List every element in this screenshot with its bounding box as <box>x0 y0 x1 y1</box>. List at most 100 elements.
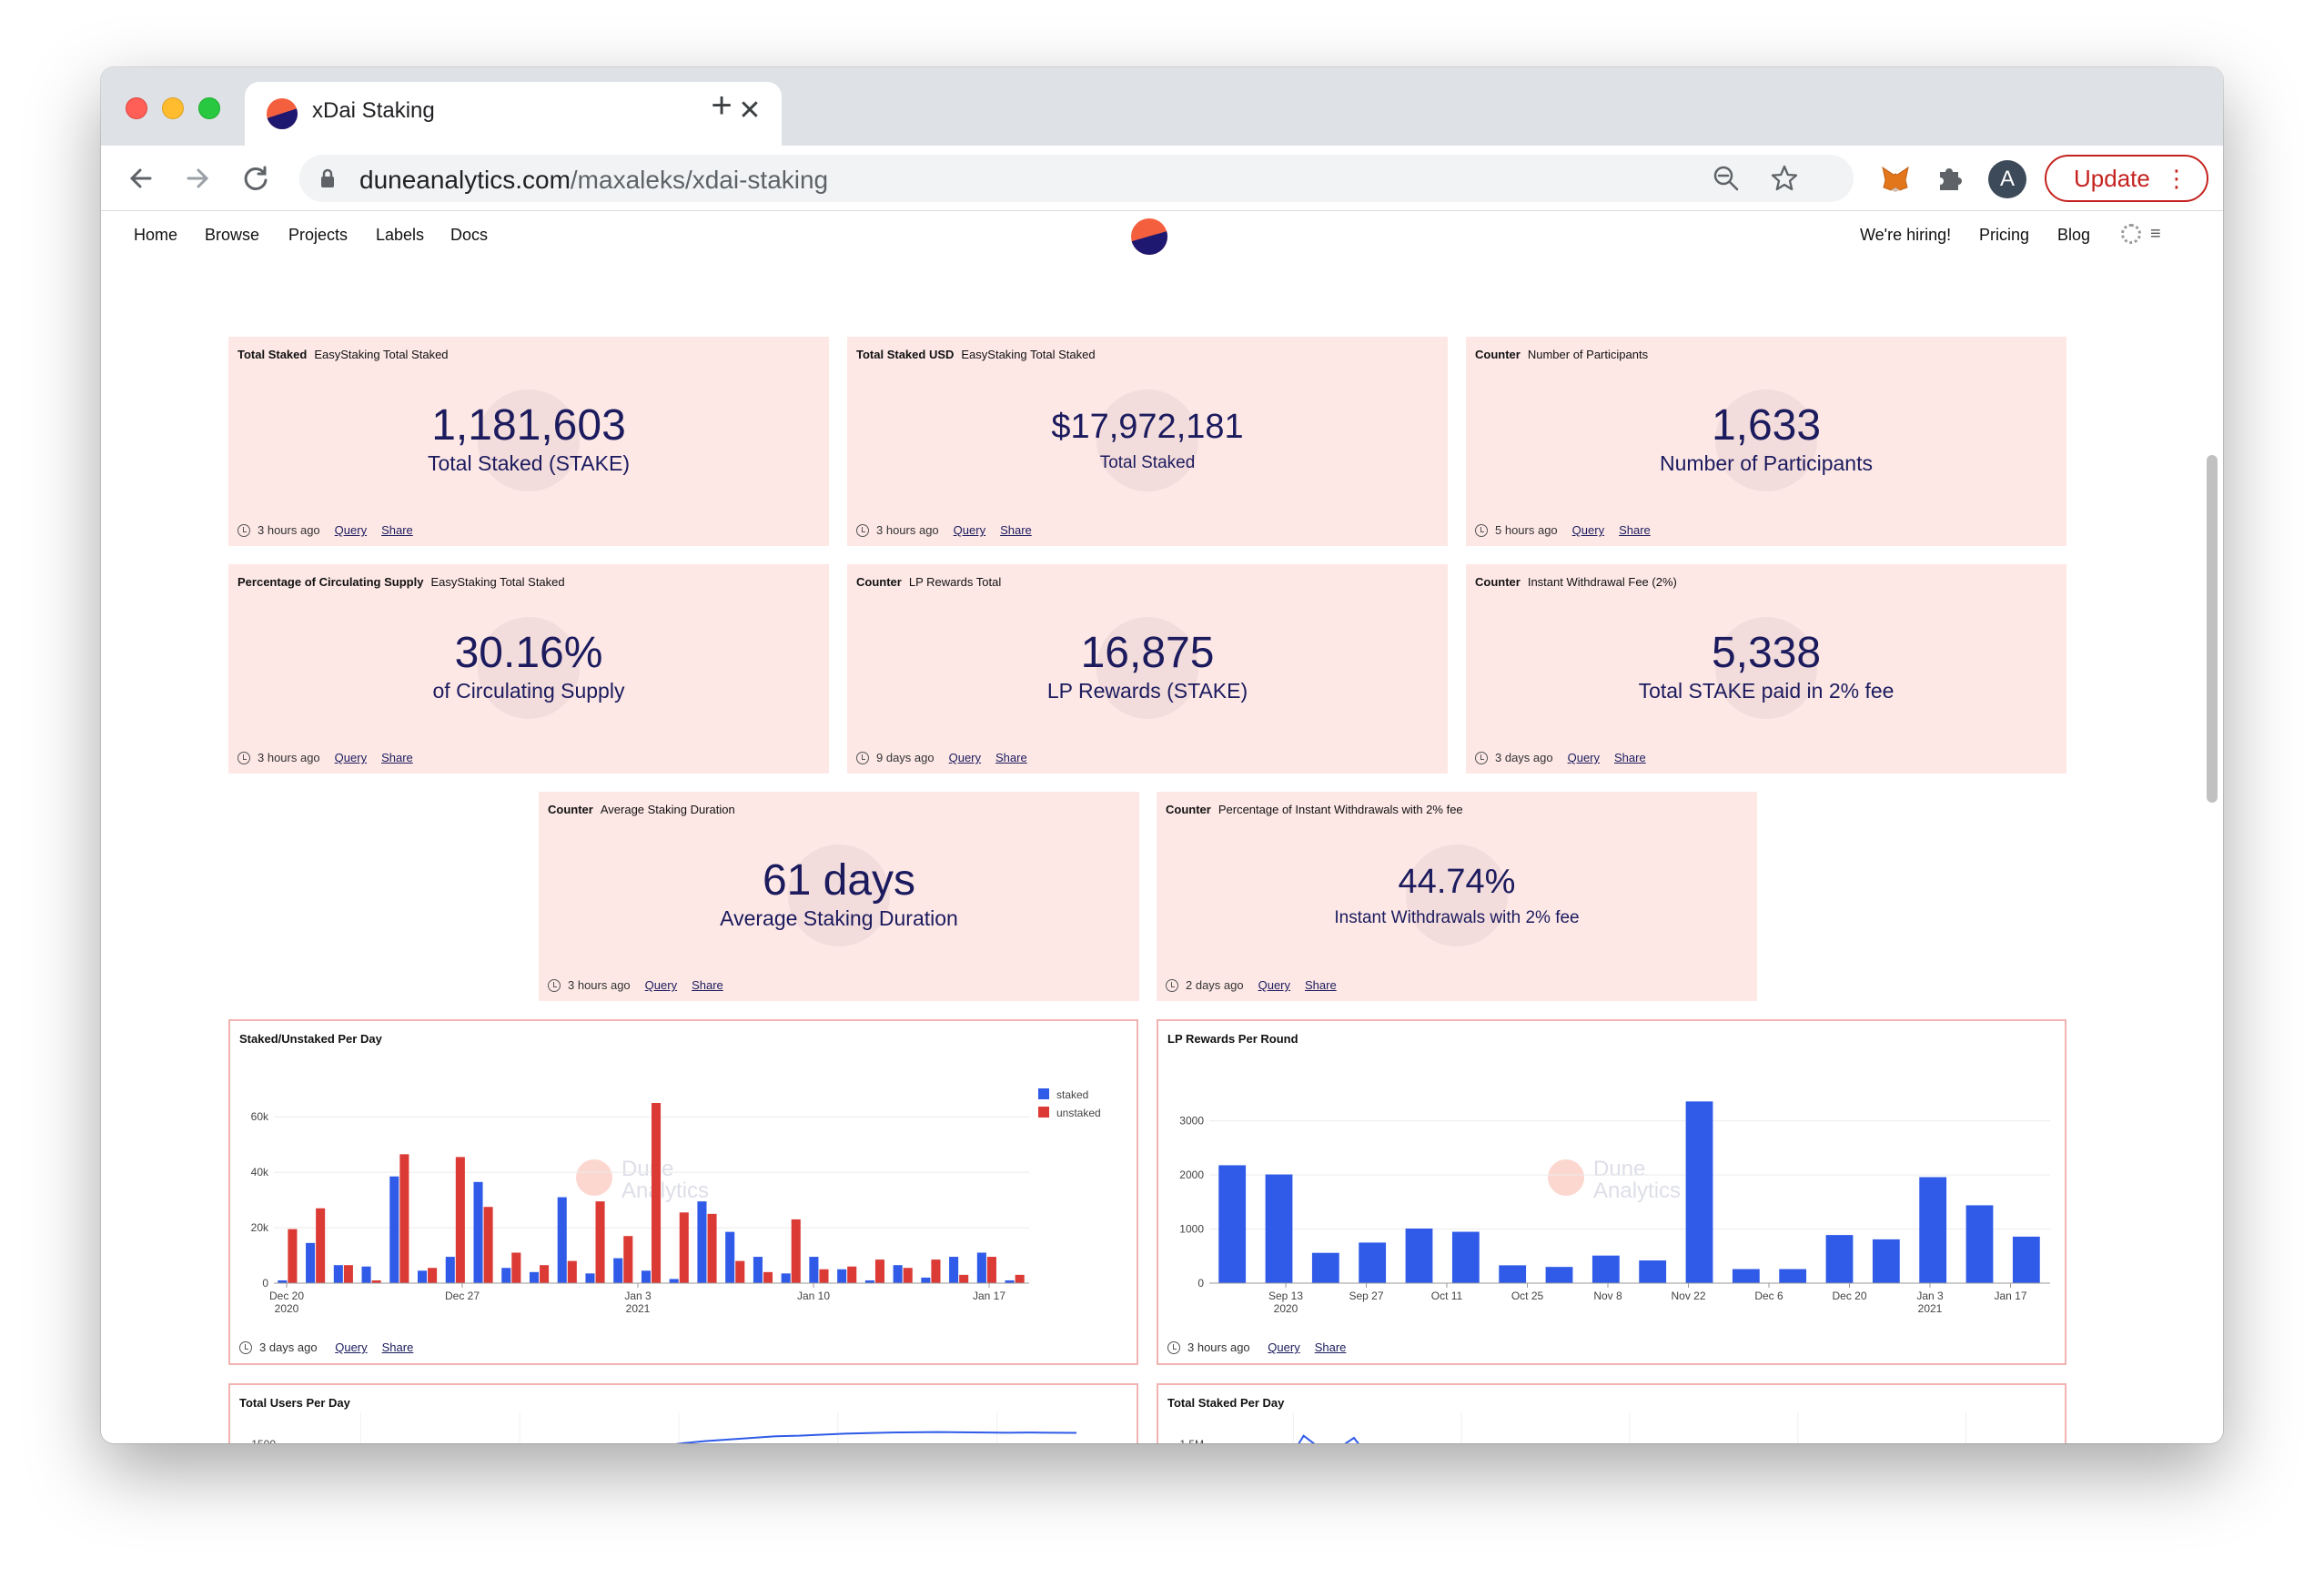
back-button[interactable] <box>123 160 159 197</box>
counter-value: 1,633 <box>1711 401 1822 450</box>
query-link[interactable]: Query <box>1258 978 1291 992</box>
bookmark-star-icon[interactable] <box>1770 164 1799 199</box>
counter-label: Average Staking Duration <box>720 906 958 930</box>
card-query-name: EasyStaking Total Staked <box>430 575 565 589</box>
reload-icon <box>244 166 268 190</box>
bar <box>893 1265 903 1283</box>
watermark-text: Analytics <box>621 1178 709 1203</box>
zoom-icon[interactable] <box>1712 164 1741 199</box>
query-link[interactable]: Query <box>334 523 368 537</box>
url-host: duneanalytics.com <box>359 166 571 194</box>
minimize-window-button[interactable] <box>162 97 184 119</box>
new-tab-button[interactable]: + <box>711 86 733 126</box>
card-query-name: LP Rewards Total <box>908 575 1002 589</box>
counter-value: 16,875 <box>1080 629 1215 677</box>
url-path: /maxaleks/xdai-staking <box>570 166 829 194</box>
bar <box>679 1212 689 1283</box>
counter-value: 44.74% <box>1398 863 1516 901</box>
card-query-name: Average Staking Duration <box>600 803 735 816</box>
query-link[interactable]: Query <box>1567 751 1601 764</box>
forward-button[interactable] <box>179 160 216 197</box>
counter-card: Counter Number of Participants 1,633 Number… <box>1466 337 2066 546</box>
query-link[interactable]: Query <box>335 1340 368 1354</box>
share-link[interactable]: Share <box>1314 1340 1347 1354</box>
bar <box>725 1231 735 1283</box>
share-link[interactable]: Share <box>381 523 413 537</box>
user-avatar-icon[interactable] <box>2121 224 2141 244</box>
card-header: Total Staked USD EasyStaking Total Staked <box>856 348 1096 361</box>
bar <box>389 1176 399 1283</box>
share-link[interactable]: Share <box>1614 751 1646 764</box>
refresh-age: 3 hours ago <box>1187 1340 1250 1354</box>
x-tick-label: Jan 3 <box>624 1290 652 1302</box>
address-bar[interactable]: duneanalytics.com/maxaleks/xdai-staking <box>299 155 1854 202</box>
dune-logo[interactable] <box>1131 218 1167 255</box>
nav-hiring[interactable]: We're hiring! <box>1860 226 1952 244</box>
query-link[interactable]: Query <box>1571 523 1605 537</box>
share-link[interactable]: Share <box>1619 523 1651 537</box>
maximize-window-button[interactable] <box>198 97 220 119</box>
tab-xdai-staking[interactable]: xDai Staking ✕ <box>245 82 782 146</box>
nav-docs[interactable]: Docs <box>450 226 489 244</box>
profile-avatar[interactable]: A <box>1988 160 2026 198</box>
card-header: Counter Instant Withdrawal Fee (2%) <box>1475 575 1677 589</box>
bar <box>1732 1269 1760 1283</box>
query-link[interactable]: Query <box>948 751 982 764</box>
nav-home[interactable]: Home <box>134 226 178 244</box>
nav-browse[interactable]: Browse <box>205 226 260 244</box>
x-tick-label: Jan 3 <box>1916 1290 1944 1302</box>
reload-button[interactable] <box>237 160 274 197</box>
bar <box>529 1271 540 1283</box>
bar <box>585 1273 595 1283</box>
share-link[interactable]: Share <box>381 1340 414 1354</box>
nav-labels[interactable]: Labels <box>376 226 425 244</box>
share-link[interactable]: Share <box>381 751 413 764</box>
query-link[interactable]: Query <box>1268 1340 1300 1354</box>
nav-blog[interactable]: Blog <box>2057 226 2091 244</box>
counter-card: Counter LP Rewards Total 16,875 LP Rewards … <box>847 564 1448 774</box>
bar <box>361 1266 371 1283</box>
share-link[interactable]: Share <box>1000 523 1032 537</box>
bar <box>931 1259 941 1283</box>
more-menu-icon[interactable]: ⋮ <box>2165 165 2188 192</box>
bar <box>418 1270 428 1283</box>
card-query-name: EasyStaking Total Staked <box>961 348 1096 361</box>
card-header: Total Staked EasyStaking Total Staked <box>237 348 449 361</box>
extensions-puzzle-icon[interactable] <box>1932 160 1968 197</box>
query-link[interactable]: Query <box>334 751 368 764</box>
nav-projects[interactable]: Projects <box>288 226 349 244</box>
chart-title: LP Rewards Per Round <box>1167 1032 1298 1046</box>
bar <box>753 1257 763 1283</box>
clock-icon <box>237 752 250 764</box>
bar <box>1685 1101 1713 1283</box>
counter-card: Percentage of Circulating Supply EasyStak… <box>228 564 829 774</box>
query-link[interactable]: Query <box>953 523 986 537</box>
card-query-name: Instant Withdrawal Fee (2%) <box>1527 575 1677 589</box>
menu-icon[interactable]: ≡ <box>2150 224 2161 244</box>
bar <box>1591 1255 1620 1283</box>
card-kind: Counter <box>1475 575 1521 589</box>
page-scrollbar[interactable] <box>2207 455 2218 803</box>
x-tick-label: Jan 17 <box>973 1290 1005 1302</box>
card-footer: 3 hours ago Query Share <box>237 523 413 537</box>
card-query-name: Percentage of Instant Withdrawals with 2… <box>1218 803 1463 816</box>
bar <box>707 1213 717 1283</box>
bar <box>641 1270 651 1283</box>
share-link[interactable]: Share <box>692 978 723 992</box>
query-link[interactable]: Query <box>644 978 678 992</box>
metamask-fox-icon[interactable] <box>1877 160 1914 197</box>
nav-pricing[interactable]: Pricing <box>1979 226 2030 244</box>
close-window-button[interactable] <box>126 97 147 119</box>
dune-favicon-icon <box>267 98 298 129</box>
bar <box>819 1269 829 1283</box>
arrow-left-icon <box>129 168 152 188</box>
update-button[interactable]: Update ⋮ <box>2045 155 2208 202</box>
y-tick-label: 40k <box>251 1166 269 1178</box>
url-text: duneanalytics.com/maxaleks/xdai-staking <box>359 166 828 195</box>
share-link[interactable]: Share <box>1305 978 1337 992</box>
watermark-circle <box>1715 389 1817 491</box>
x-tick-label: Nov 22 <box>1671 1290 1705 1302</box>
share-link[interactable]: Share <box>995 751 1027 764</box>
bar <box>623 1236 633 1283</box>
close-tab-icon[interactable]: ✕ <box>738 96 762 126</box>
